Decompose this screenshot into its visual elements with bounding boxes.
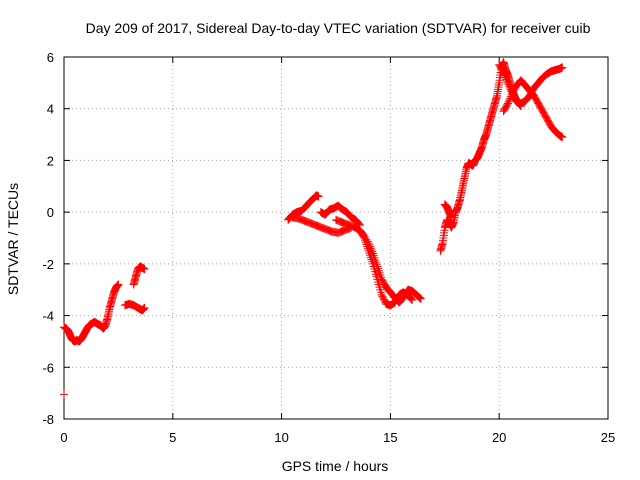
series-segment-10 [440, 200, 456, 222]
data-point [360, 234, 369, 242]
data-point [60, 390, 68, 399]
data-point [501, 71, 510, 80]
series-segment-6 [316, 201, 364, 230]
data-point [361, 236, 370, 245]
data-point [416, 294, 425, 303]
y-axis-ticks: -8 -6 -4 -2 0 2 4 6 [42, 50, 608, 427]
y-axis-label: SDTVAR / TECUs [5, 183, 21, 295]
x-axis-label: GPS time / hours [282, 458, 389, 474]
series-segment-2 [120, 299, 149, 315]
data-point [314, 192, 323, 201]
y-tick-label: 0 [47, 205, 54, 220]
x-axis-ticks: 0 5 10 15 20 25 [60, 57, 615, 445]
series-outlier [60, 390, 68, 399]
x-tick-label: 15 [383, 430, 397, 445]
data-point [503, 78, 512, 87]
data-point [408, 296, 417, 305]
y-tick-label: -8 [42, 412, 54, 427]
y-tick-label: 2 [47, 153, 54, 168]
data-point [359, 232, 368, 241]
grid-lines [64, 57, 608, 419]
data-point [140, 265, 149, 274]
data-point [415, 293, 424, 302]
x-tick-label: 25 [601, 430, 615, 445]
x-tick-label: 0 [60, 430, 67, 445]
series-segment-12 [499, 76, 567, 142]
data-point [368, 257, 377, 266]
data-point [506, 92, 515, 101]
series-segment-1 [60, 280, 123, 346]
data-point [361, 238, 370, 247]
data-point [504, 97, 513, 106]
data-point [407, 295, 416, 304]
data-point [500, 70, 509, 79]
data-point [367, 255, 376, 264]
data-point [504, 80, 513, 89]
y-tick-label: -4 [42, 309, 54, 324]
data-point [416, 294, 425, 303]
data-point [502, 75, 511, 84]
data-point [376, 271, 385, 280]
data-point [503, 99, 512, 108]
y-tick-label: -6 [42, 360, 54, 375]
data-point [501, 73, 510, 82]
x-tick-label: 10 [274, 430, 288, 445]
x-tick-label: 5 [169, 430, 176, 445]
x-tick-label: 20 [492, 430, 506, 445]
data-point [447, 213, 456, 222]
data-point [363, 242, 372, 251]
chart-title: Day 209 of 2017, Sidereal Day-to-day VTE… [86, 20, 591, 36]
data-point [558, 63, 567, 72]
series-segment-8 [355, 226, 417, 310]
plot-frame [63, 56, 609, 420]
data-point [140, 303, 149, 312]
data-point [505, 96, 514, 105]
data-point [506, 94, 515, 103]
y-tick-label: 6 [47, 50, 54, 65]
y-tick-label: -2 [42, 257, 54, 272]
data-point [366, 253, 375, 262]
data-point [354, 219, 363, 228]
data-point [365, 249, 374, 258]
series-segment-3 [129, 262, 149, 289]
data-point [362, 240, 371, 249]
data-point [363, 244, 372, 253]
series-segment-5 [288, 213, 356, 237]
data-point [366, 251, 375, 260]
data-point [499, 68, 508, 77]
data-point [406, 294, 415, 303]
y-tick-label: 4 [47, 102, 54, 117]
data-series [60, 58, 567, 399]
data-point [114, 280, 123, 289]
data-point [503, 77, 512, 86]
data-point [364, 246, 373, 255]
data-point [558, 133, 567, 142]
